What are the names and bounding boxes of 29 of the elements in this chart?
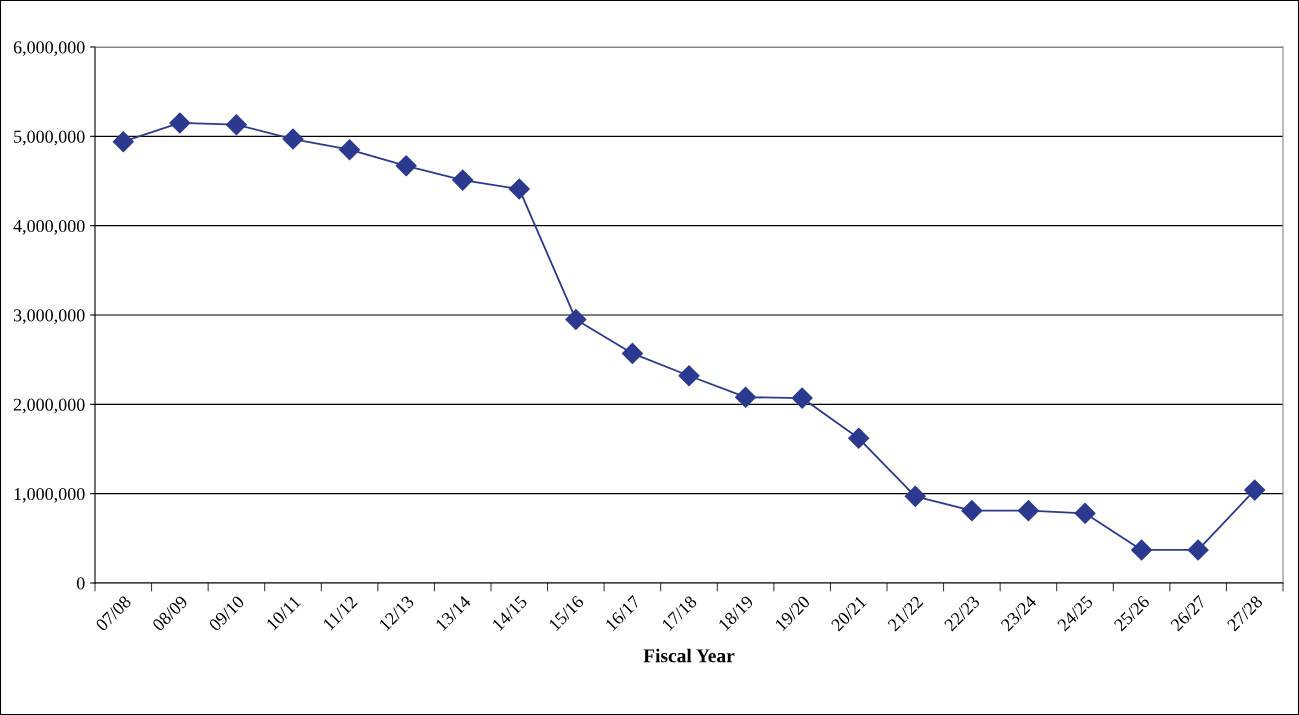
y-tick-label: 2,000,000: [13, 398, 85, 414]
point: [1244, 479, 1266, 501]
point: [904, 485, 926, 507]
point: [112, 131, 134, 153]
point: [1074, 502, 1096, 524]
point: [791, 387, 813, 409]
point: [565, 308, 587, 330]
y-tick-label: 5,000,000: [14, 130, 85, 146]
point: [395, 155, 417, 177]
point: [169, 112, 191, 134]
y-tick-label: 0: [76, 577, 85, 590]
point: [452, 169, 474, 191]
point: [508, 178, 530, 200]
point: [1131, 539, 1153, 561]
point: [735, 386, 757, 408]
point: [678, 365, 700, 387]
y-tick-label: 3,000,000: [13, 309, 85, 325]
point: [621, 342, 643, 364]
point: [848, 427, 870, 449]
y-tick-label: 6,000,000: [13, 41, 85, 57]
y-tick-label: 1,000,000: [14, 487, 85, 503]
point: [339, 139, 361, 161]
point: [225, 114, 247, 136]
point: [282, 128, 304, 150]
x-axis-title: Fiscal Year: [643, 648, 735, 663]
point: [1187, 539, 1209, 561]
point: [1017, 500, 1039, 522]
y-tick-label: 4,000,000: [13, 219, 85, 235]
point: [961, 500, 983, 522]
